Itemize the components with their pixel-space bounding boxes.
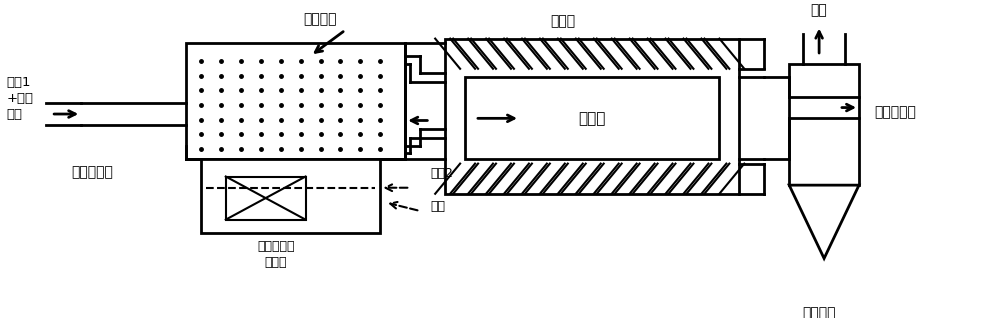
Text: 旋风分离器: 旋风分离器 [874, 105, 916, 119]
Text: 载气1
+球磨
物料: 载气1 +球磨 物料 [6, 76, 33, 121]
Text: 超声雾化器: 超声雾化器 [71, 165, 113, 179]
Text: 载气2: 载气2 [430, 168, 453, 180]
Bar [789, 65, 859, 185]
Text: 加热器: 加热器 [550, 14, 575, 28]
Bar [445, 38, 739, 194]
Text: 收集物料: 收集物料 [802, 306, 836, 318]
Bar [201, 159, 380, 232]
Text: 雾滴区域: 雾滴区域 [304, 12, 337, 26]
Bar [186, 43, 405, 159]
Polygon shape [789, 185, 859, 259]
Text: 废气: 废气 [811, 3, 827, 17]
Text: 浸入式超声
换能器: 浸入式超声 换能器 [257, 239, 294, 269]
Text: 溶液: 溶液 [430, 200, 445, 213]
Bar [226, 176, 306, 220]
Bar [465, 77, 719, 159]
Text: 管式炉: 管式炉 [579, 111, 606, 126]
